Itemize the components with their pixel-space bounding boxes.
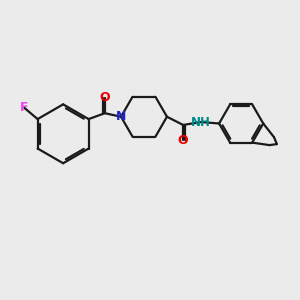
Text: N: N — [116, 110, 126, 123]
Text: O: O — [178, 134, 188, 147]
Text: F: F — [20, 101, 28, 114]
Text: NH: NH — [191, 116, 211, 128]
Text: O: O — [100, 92, 110, 104]
